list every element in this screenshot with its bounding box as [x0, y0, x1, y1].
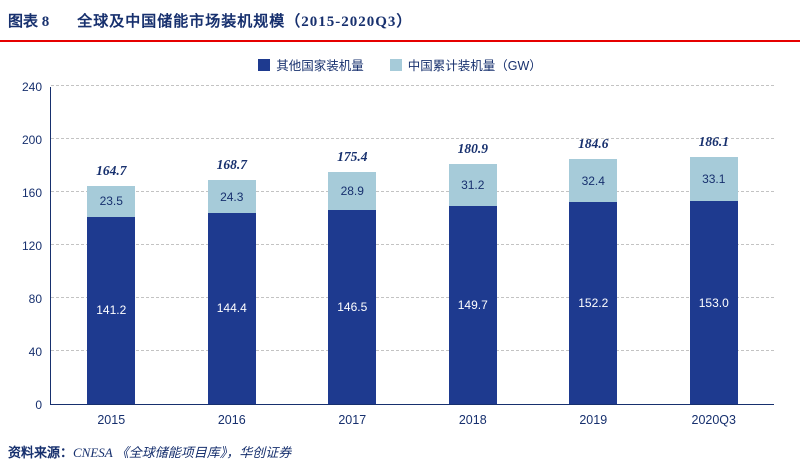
bar-value-label: 141.2 — [96, 303, 127, 318]
y-tick-label: 120 — [21, 239, 42, 253]
total-label: 186.1 — [698, 134, 729, 150]
bar-value-label: 153.0 — [698, 295, 729, 310]
gridline — [51, 191, 774, 192]
bar-value-label: 144.4 — [216, 301, 247, 316]
bar-segment: 146.5 — [328, 209, 377, 404]
bar-group-2019: 184.6 32.4 152.2 — [533, 136, 654, 404]
y-tick-label: 240 — [21, 80, 42, 94]
y-tick-label: 80 — [28, 292, 42, 306]
x-tick-label: 2016 — [217, 413, 246, 427]
bar-segment: 23.5 — [87, 185, 136, 217]
bar-value-label: 32.4 — [581, 173, 605, 188]
bar-segment: 144.4 — [207, 212, 256, 404]
chart-header: 图表 8 全球及中国储能市场装机规模（2015-2020Q3） — [0, 0, 800, 42]
page-title: 全球及中国储能市场装机规模（2015-2020Q3） — [77, 14, 413, 30]
total-label: 184.6 — [578, 136, 609, 152]
legend-label: 其他国家装机量 — [276, 59, 364, 73]
y-tick-label: 160 — [21, 186, 42, 200]
bar-segment: 28.9 — [328, 171, 377, 210]
y-tick-label: 40 — [28, 345, 42, 359]
x-tick-label: 2018 — [458, 413, 487, 427]
legend-swatch-dark — [258, 58, 271, 71]
bar-segment: 31.2 — [448, 164, 497, 206]
bar-value-label: 31.2 — [461, 177, 485, 192]
x-tick-label: 2017 — [338, 413, 367, 427]
bar-value-label: 23.5 — [99, 194, 123, 209]
total-label: 164.7 — [96, 162, 127, 178]
bar-segment: 33.1 — [689, 157, 738, 202]
gridline — [51, 138, 774, 139]
x-axis: 2015 2016 2017 2018 2019 2020Q3 — [51, 405, 774, 427]
total-label: 180.9 — [457, 141, 488, 157]
legend-item-other-countries: 其他国家装机量 — [258, 55, 364, 74]
bar-segment: 32.4 — [569, 159, 618, 203]
bar-segment: 152.2 — [569, 202, 618, 404]
stacked-bar-chart: 其他国家装机量 中国累计装机量（GW） 0 40 80 120 160 200 240 16… — [0, 42, 800, 427]
bar-value-label: 146.5 — [337, 299, 368, 314]
bar-segment: 24.3 — [207, 180, 256, 213]
bar-value-label: 152.2 — [578, 296, 609, 311]
bar-segment: 149.7 — [448, 205, 497, 404]
bar-group-2016: 168.7 24.3 144.4 — [172, 157, 293, 404]
x-tick-label: 2019 — [579, 413, 608, 427]
bar-group-2018: 180.9 31.2 149.7 — [413, 141, 534, 404]
bar-value-label: 149.7 — [457, 297, 488, 312]
bar-value-label: 33.1 — [702, 172, 726, 187]
source-text: CNESA 《全球储能项目库》，华创证券 — [73, 445, 292, 460]
total-label: 168.7 — [216, 157, 247, 173]
plot-wrap: 0 40 80 120 160 200 240 164.7 23.5 141.2 168.7 24.… — [14, 80, 775, 412]
legend: 其他国家装机量 中国累计装机量（GW） — [0, 42, 800, 83]
x-tick-label: 2020Q3 — [691, 413, 736, 427]
bar-value-label: 24.3 — [220, 189, 244, 204]
gridline — [51, 244, 774, 245]
bar-value-label: 28.9 — [340, 183, 364, 198]
y-tick-label: 0 — [35, 398, 42, 412]
figure-label: 图表 8 — [8, 14, 50, 30]
gridline — [51, 85, 774, 86]
legend-swatch-light — [389, 58, 402, 71]
source-label: 资料来源： — [8, 445, 74, 460]
legend-label: 中国累计装机量（GW） — [407, 59, 542, 73]
gridline — [51, 350, 774, 351]
y-tick-label: 200 — [21, 133, 42, 147]
bar-group-2020Q3: 186.1 33.1 153.0 — [654, 134, 775, 404]
plot-area: 164.7 23.5 141.2 168.7 24.3 144.4 175.4 28.9 146… — [50, 85, 775, 405]
bar-segment: 141.2 — [87, 216, 136, 404]
y-axis: 0 40 80 120 160 200 240 — [14, 80, 50, 412]
x-tick-label: 2015 — [97, 413, 126, 427]
bar-segment: 153.0 — [689, 201, 738, 404]
bar-group-2015: 164.7 23.5 141.2 — [51, 163, 172, 404]
legend-item-china: 中国累计装机量（GW） — [389, 55, 542, 74]
bar-group-2017: 175.4 28.9 146.5 — [292, 149, 413, 404]
gridline — [51, 297, 774, 298]
source-line: 资料来源：CNESA 《全球储能项目库》，华创证券 — [0, 442, 800, 461]
total-label: 175.4 — [337, 148, 368, 164]
